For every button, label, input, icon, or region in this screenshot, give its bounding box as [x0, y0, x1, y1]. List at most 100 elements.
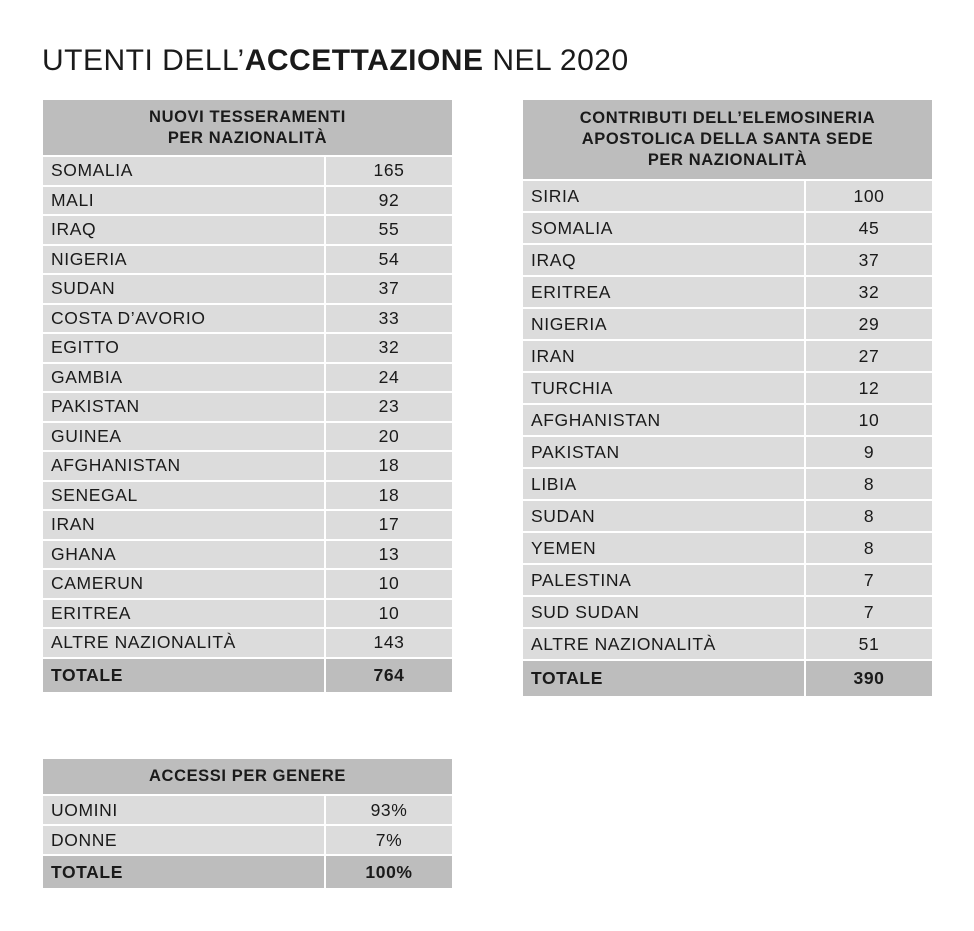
table-row: LIBIA 8: [521, 467, 935, 501]
table-row: IRAN 17: [41, 509, 454, 541]
row-label: SOMALIA: [521, 211, 806, 245]
row-value: 10: [324, 568, 454, 600]
table-row: YEMEN 8: [521, 531, 935, 565]
table-header: NUOVI TESSERAMENTI PER NAZIONALITÀ: [41, 98, 454, 157]
row-value: 100: [803, 179, 935, 213]
table-body: SOMALIA 165 MALI 92 IRAQ 55 NIGERIA 54 SUDAN 37 CO…: [41, 155, 454, 659]
row-value: 18: [324, 450, 454, 482]
row-value: 37: [803, 243, 935, 277]
header-line: NUOVI TESSERAMENTI: [149, 107, 346, 126]
row-value: 32: [803, 275, 935, 309]
row-label: NIGERIA: [521, 307, 806, 341]
table-row: SUD SUDAN 7: [521, 595, 935, 629]
row-label: GHANA: [41, 538, 326, 570]
row-label: ALTRE NAZIONALITÀ: [41, 627, 326, 659]
header-line: CONTRIBUTI DELL’ELEMOSINERIA: [579, 109, 876, 127]
table-nuovi-tesseramenti: NUOVI TESSERAMENTI PER NAZIONALITÀ SOMAL…: [41, 98, 454, 694]
row-label: IRAN: [521, 339, 806, 373]
total-label: TOTALE: [521, 659, 806, 698]
row-value: 8: [803, 531, 935, 565]
row-label: NIGERIA: [41, 243, 326, 275]
table-row: AFGHANISTAN 10: [521, 403, 935, 437]
table-row: SOMALIA 45: [521, 211, 935, 245]
title-suffix: NEL 2020: [483, 44, 629, 77]
header-line: PER NAZIONALITÀ: [647, 151, 808, 169]
table-row: TURCHIA 12: [521, 371, 935, 405]
total-row: TOTALE 390: [521, 659, 935, 698]
row-label: IRAQ: [521, 243, 806, 277]
table-row: CAMERUN 10: [41, 568, 454, 600]
total-label: TOTALE: [41, 656, 326, 694]
table-row: IRAQ 55: [41, 214, 454, 246]
row-value: 8: [803, 467, 935, 501]
title-prefix: UTENTI DELL’: [42, 44, 245, 77]
table-row: PAKISTAN 9: [521, 435, 935, 469]
header-line: PER NAZIONALITÀ: [167, 128, 328, 147]
row-label: SIRIA: [521, 179, 806, 213]
row-label: DONNE: [41, 824, 326, 856]
row-value: 27: [803, 339, 935, 373]
row-label: ERITREA: [41, 597, 326, 629]
row-label: SUDAN: [521, 499, 806, 533]
row-label: CAMERUN: [41, 568, 326, 600]
row-label: AFGHANISTAN: [521, 403, 806, 437]
row-value: 20: [324, 420, 454, 452]
table-row: UOMINI 93%: [41, 794, 454, 826]
table-row: DONNE 7%: [41, 824, 454, 856]
row-value: 33: [324, 302, 454, 334]
row-label: IRAN: [41, 509, 326, 541]
table-row: COSTA D’AVORIO 33: [41, 302, 454, 334]
row-label: IRAQ: [41, 214, 326, 246]
row-label: COSTA D’AVORIO: [41, 302, 326, 334]
table-accessi-genere: ACCESSI PER GENERE UOMINI 93% DONNE 7% TOTA…: [41, 757, 454, 890]
table-row: PALESTINA 7: [521, 563, 935, 597]
row-label: GAMBIA: [41, 361, 326, 393]
total-row: TOTALE 100%: [41, 854, 454, 890]
row-value: 8: [803, 499, 935, 533]
row-value: 92: [324, 184, 454, 216]
table-row: SENEGAL 18: [41, 479, 454, 511]
row-label: SUD SUDAN: [521, 595, 806, 629]
row-value: 93%: [324, 794, 454, 826]
row-value: 12: [803, 371, 935, 405]
row-label: PAKISTAN: [521, 435, 806, 469]
row-value: 10: [803, 403, 935, 437]
row-value: 29: [803, 307, 935, 341]
total-value: 390: [803, 659, 935, 698]
table-row: SUDAN 37: [41, 273, 454, 305]
row-label: PAKISTAN: [41, 391, 326, 423]
row-label: TURCHIA: [521, 371, 806, 405]
table-row: SIRIA 100: [521, 179, 935, 213]
row-value: 17: [324, 509, 454, 541]
table-row: ERITREA 32: [521, 275, 935, 309]
table-row: GAMBIA 24: [41, 361, 454, 393]
table-row: SUDAN 8: [521, 499, 935, 533]
row-label: LIBIA: [521, 467, 806, 501]
table-row: PAKISTAN 23: [41, 391, 454, 423]
table-row: IRAQ 37: [521, 243, 935, 277]
table-row: ALTRE NAZIONALITÀ 143: [41, 627, 454, 659]
row-label: SOMALIA: [41, 155, 326, 187]
row-label: AFGHANISTAN: [41, 450, 326, 482]
row-value: 54: [324, 243, 454, 275]
row-value: 18: [324, 479, 454, 511]
row-label: ALTRE NAZIONALITÀ: [521, 627, 806, 661]
table-row: MALI 92: [41, 184, 454, 216]
table-header: CONTRIBUTI DELL’ELEMOSINERIA APOSTOLICA …: [520, 98, 935, 181]
row-value: 51: [803, 627, 935, 661]
table-row: IRAN 27: [521, 339, 935, 373]
row-value: 23: [324, 391, 454, 423]
row-value: 37: [324, 273, 454, 305]
table-row: AFGHANISTAN 18: [41, 450, 454, 482]
row-label: GUINEA: [41, 420, 326, 452]
row-value: 55: [324, 214, 454, 246]
row-label: ERITREA: [521, 275, 806, 309]
table-row: ALTRE NAZIONALITÀ 51: [521, 627, 935, 661]
row-value: 10: [324, 597, 454, 629]
table-row: SOMALIA 165: [41, 155, 454, 187]
table-row: ERITREA 10: [41, 597, 454, 629]
header-line: APOSTOLICA DELLA SANTA SEDE: [581, 130, 874, 148]
row-label: MALI: [41, 184, 326, 216]
row-label: SUDAN: [41, 273, 326, 305]
row-value: 7: [803, 595, 935, 629]
